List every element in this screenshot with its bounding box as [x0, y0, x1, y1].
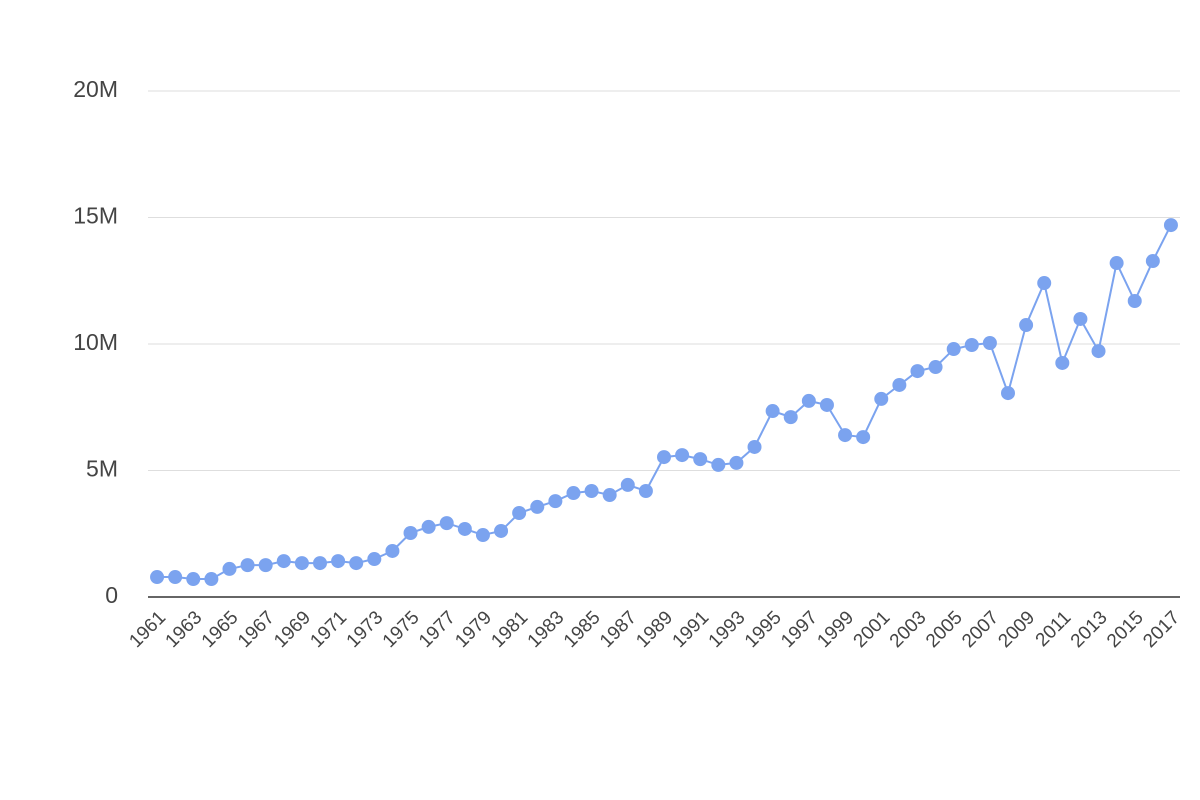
- data-point: [548, 494, 563, 509]
- x-tick-label: 2003: [886, 607, 931, 652]
- x-tick-label: 2015: [1103, 607, 1148, 652]
- data-point: [638, 483, 653, 498]
- data-point: [204, 572, 219, 587]
- x-tick-label: 2005: [922, 607, 967, 652]
- x-tick-label: 1979: [451, 607, 496, 652]
- x-tick-label: 1991: [669, 607, 714, 652]
- data-point: [276, 554, 291, 569]
- data-point: [186, 572, 201, 587]
- x-tick-label: 2011: [1032, 607, 1076, 651]
- x-tick-label: 1987: [596, 607, 641, 652]
- data-point: [494, 523, 509, 538]
- data-point: [367, 552, 382, 567]
- data-point: [946, 342, 961, 357]
- data-point: [675, 448, 690, 463]
- x-tick-label: 1985: [560, 607, 605, 652]
- x-tick-label: 1981: [487, 607, 532, 652]
- data-point: [693, 452, 708, 467]
- data-point: [874, 391, 889, 406]
- x-tick-label: 1983: [524, 607, 569, 652]
- x-tick-label: 1993: [705, 607, 750, 652]
- data-point: [1109, 256, 1124, 271]
- data-point: [1055, 355, 1070, 370]
- data-point: [240, 558, 255, 573]
- x-tick-label: 1965: [198, 607, 243, 652]
- y-tick-label: 15M: [73, 203, 118, 229]
- data-point: [910, 364, 925, 379]
- x-tick-label: 2007: [958, 607, 1003, 652]
- x-tick-label: 1997: [777, 607, 822, 652]
- x-tick-label: 1969: [270, 607, 315, 652]
- x-tick-label: 2017: [1139, 607, 1184, 652]
- data-point: [294, 556, 309, 571]
- data-point: [1037, 276, 1052, 291]
- data-point: [1001, 386, 1015, 401]
- data-point: [258, 558, 273, 573]
- data-point: [421, 519, 436, 534]
- data-point: [602, 488, 617, 503]
- data-point: [385, 543, 400, 558]
- data-point: [892, 377, 907, 392]
- y-tick-label: 0: [105, 582, 118, 608]
- x-tick-label: 1989: [632, 607, 677, 652]
- data-point: [313, 556, 327, 571]
- data-point: [349, 556, 364, 571]
- data-point: [222, 561, 237, 576]
- x-tick-label: 1973: [343, 607, 388, 652]
- data-point: [856, 430, 871, 445]
- x-tick-label: 1999: [813, 607, 858, 652]
- series-line: [157, 224, 1172, 580]
- x-tick-label: 1971: [306, 607, 351, 652]
- data-point: [1127, 293, 1142, 308]
- data-point: [530, 499, 545, 514]
- data-point: [512, 506, 527, 521]
- data-point: [801, 393, 816, 408]
- data-point: [1163, 218, 1178, 233]
- data-point: [439, 516, 454, 531]
- data-point: [982, 335, 997, 350]
- x-tick-label: 1977: [415, 607, 460, 652]
- data-point: [1019, 318, 1034, 333]
- data-point: [657, 450, 671, 465]
- data-point: [403, 525, 418, 540]
- x-tick-label: 1975: [379, 607, 424, 652]
- x-tick-label: 1961: [125, 607, 170, 652]
- data-point: [331, 554, 346, 569]
- x-tick-label: 1995: [741, 607, 786, 652]
- data-point: [765, 404, 780, 419]
- data-point: [783, 410, 798, 425]
- data-point: [150, 570, 165, 585]
- x-tick-label: 2009: [994, 607, 1039, 652]
- data-point: [928, 360, 943, 375]
- y-tick-label: 10M: [73, 329, 118, 355]
- data-point: [620, 477, 635, 492]
- x-tick-label: 1967: [234, 607, 279, 652]
- data-point: [964, 338, 979, 353]
- data-point: [819, 397, 834, 412]
- data-point: [168, 570, 183, 585]
- data-point: [838, 428, 853, 443]
- data-point: [729, 455, 744, 470]
- data-point: [1073, 311, 1088, 326]
- y-tick-label: 5M: [86, 456, 118, 482]
- y-tick-label: 20M: [73, 76, 118, 102]
- data-point: [1145, 254, 1160, 269]
- x-tick-label: 2001: [850, 607, 895, 652]
- x-tick-label: 2013: [1067, 607, 1112, 652]
- data-point: [711, 457, 726, 472]
- data-point: [584, 483, 599, 498]
- data-point: [475, 528, 490, 543]
- x-tick-label: 1963: [162, 607, 207, 652]
- data-point: [747, 439, 762, 454]
- data-point: [457, 521, 472, 536]
- data-point: [1091, 344, 1106, 359]
- data-point: [566, 486, 581, 501]
